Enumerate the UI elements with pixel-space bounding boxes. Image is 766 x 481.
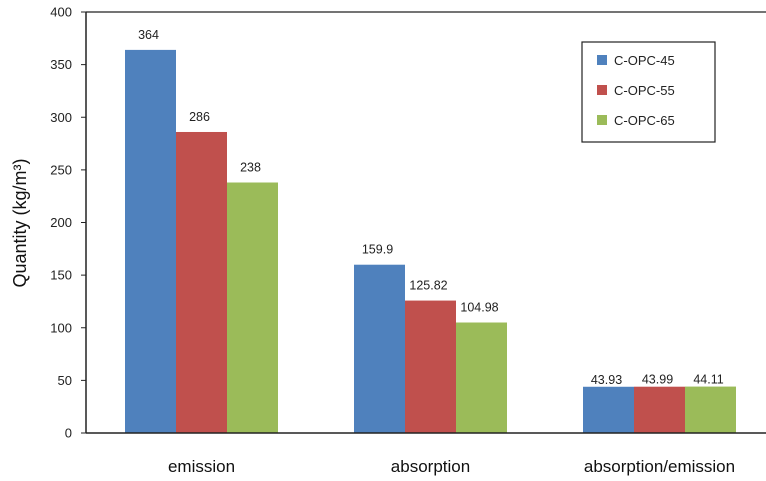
legend-swatch <box>597 55 607 65</box>
bar-c-opc-55-emission <box>176 131 227 434</box>
data-label: 104.98 <box>460 301 498 315</box>
y-tick-label: 150 <box>50 268 72 283</box>
x-category-label: absorption/emission <box>584 457 735 476</box>
legend: C-OPC-45 C-OPC-55 C-OPC-65 <box>581 41 716 143</box>
bar-c-opc-55-absorption-emission <box>634 386 685 433</box>
bar-c-opc-65-emission <box>227 182 278 433</box>
bar-c-opc-65-absorption <box>456 322 507 433</box>
data-label: 238 <box>240 161 261 175</box>
axes-layer: 0 50 100 150 200 250 300 350 400 emission absorpti… <box>50 5 766 476</box>
y-tick-label: 0 <box>65 426 72 441</box>
y-tick-label: 50 <box>58 373 72 388</box>
data-label: 125.82 <box>409 279 447 293</box>
y-tick-label: 100 <box>50 320 72 335</box>
data-label: 364 <box>138 28 159 42</box>
bar-c-opc-45-emission <box>125 49 176 433</box>
data-label: 43.93 <box>591 373 622 387</box>
bar-c-opc-45-absorption <box>354 264 405 433</box>
y-tick-label: 300 <box>50 110 72 125</box>
y-tick-label: 250 <box>50 162 72 177</box>
bar-c-opc-65-absorption-emission <box>685 386 736 433</box>
bar-c-opc-55-absorption <box>405 300 456 433</box>
y-axis-title: Quantity (kg/m³) <box>10 158 30 287</box>
data-label: 159.9 <box>362 243 393 257</box>
y-tick-label: 350 <box>50 57 72 72</box>
data-label: 286 <box>189 110 210 124</box>
legend-label: C-OPC-55 <box>614 83 675 98</box>
legend-label: C-OPC-45 <box>614 53 675 68</box>
bars-layer: 364 286 238 159.9 125.82 104.98 43.93 43.99 44.1… <box>125 28 736 434</box>
y-tick-label: 400 <box>50 5 72 20</box>
data-label: 44.11 <box>693 373 723 387</box>
data-label: 43.99 <box>642 373 673 387</box>
x-category-label: emission <box>168 457 235 476</box>
legend-label: C-OPC-65 <box>614 113 675 128</box>
legend-swatch <box>597 85 607 95</box>
bar-c-opc-45-absorption-emission <box>583 386 634 433</box>
legend-swatch <box>597 115 607 125</box>
y-tick-label: 200 <box>50 215 72 230</box>
x-category-label: absorption <box>391 457 470 476</box>
